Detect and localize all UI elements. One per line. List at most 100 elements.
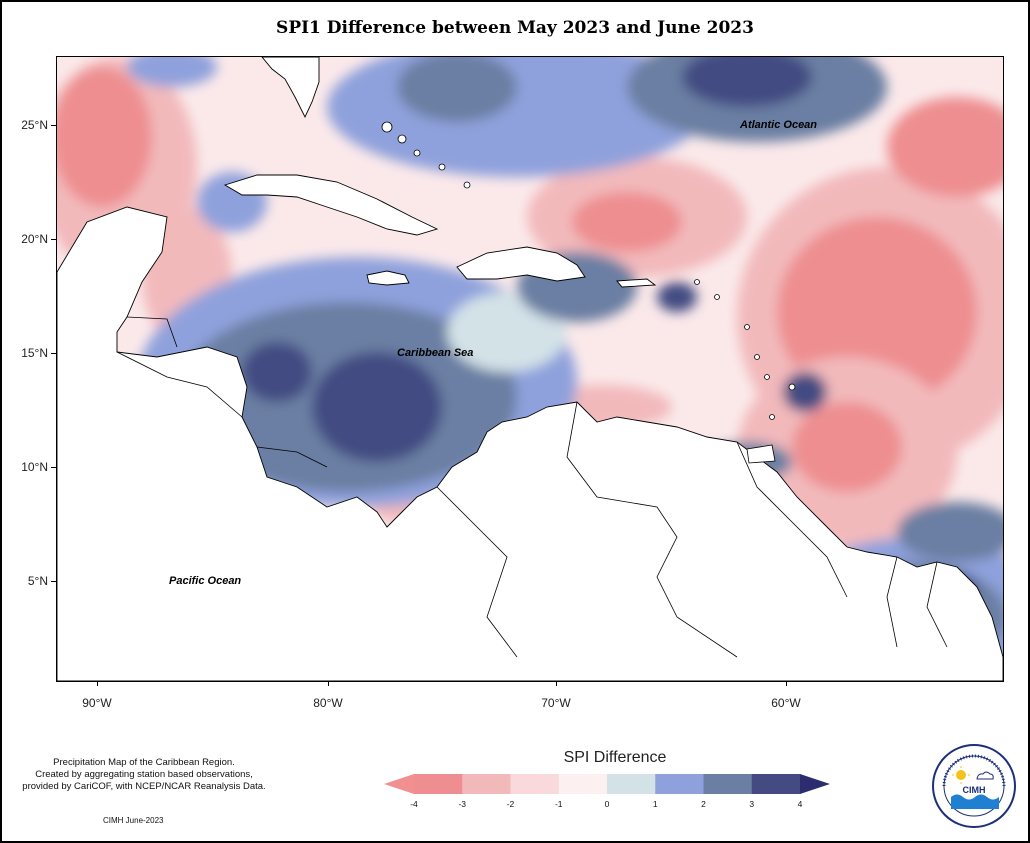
lat-tick [51,125,56,126]
lat-label-5n: 5°N [27,574,48,588]
lon-tick [556,681,557,686]
label-pacific-ocean: Pacific Ocean [169,575,242,587]
legend-tick-label: -3 [458,799,467,809]
field-neg-ne [887,97,1003,197]
lon-label-60w: 60°W [771,696,801,710]
field-pos-florida-e [397,57,517,122]
lat-tick [51,239,56,240]
field-pos-nw [127,57,217,87]
lat-label-20n: 20°N [21,232,48,246]
lon-tick [328,681,329,686]
island-bahamas-2 [397,134,407,144]
border-nicaragua [256,446,328,468]
small-islands [381,121,796,464]
legend-swatch [655,774,704,794]
island-grenada [769,414,775,420]
land-cuba [223,174,439,236]
legend-tick-label: 2 [701,799,706,809]
map-title: SPI1 Difference between May 2023 and Jun… [276,18,754,38]
field-neg-gulf-core [57,67,152,207]
land-jamaica [366,270,410,286]
lat-label-15n: 15°N [21,346,48,360]
legend-swatch [751,774,801,794]
legend-arrow-high [800,774,830,794]
note-line-1: Precipitation Map of the Caribbean Regio… [53,757,235,768]
land-borders [116,316,948,658]
field-neg-guiana-core [792,402,902,492]
label-caribbean-sea: Caribbean Sea [397,347,474,359]
field-pos-caribbean-core2 [242,342,312,402]
island-dominica [744,324,750,330]
legend-tick-label: 4 [797,799,803,809]
field-pos-caribbean-core [312,352,442,462]
note-line-2: Created by aggregating station based obs… [35,769,253,780]
legend-swatch [558,774,608,794]
field-pos-lesser-antilles [657,282,697,312]
border-honduras [116,351,243,418]
lon-label-70w: 70°W [541,696,571,710]
legend-swatch [462,774,511,794]
island-st-lucia [764,374,770,380]
border-belize [126,316,178,348]
land-florida [261,57,320,119]
border-french-guiana [926,561,948,648]
logo-sun-icon [956,770,966,780]
legend-arrow-low [384,774,414,794]
lat-label-10n: 10°N [21,460,48,474]
legend-swatches [384,774,830,794]
map-notes: Precipitation Map of the Caribbean Regio… [8,757,280,793]
legend-swatch [510,774,560,794]
legend-tick-label: -2 [506,799,515,809]
island-turks [463,181,471,189]
border-guyana [736,441,848,598]
spi-difference-field [57,57,1003,681]
cimh-logo: CIMH [932,744,1016,828]
legend-tick-label: 0 [604,799,610,809]
legend-colorbar [384,774,830,794]
island-bahamas-4 [438,163,446,171]
land-puerto-rico [616,278,657,288]
border-venezuela [566,401,738,658]
legend-swatch [607,774,656,794]
legend-tick-label: 1 [652,799,658,809]
map-panel[interactable] [56,56,1004,682]
legend-title: SPI Difference [563,749,667,766]
island-barbados [788,383,796,391]
legend-tick-label: -4 [410,799,418,809]
legend-swatch [414,774,463,794]
label-atlantic-ocean: Atlantic Ocean [740,119,818,131]
lon-label-80w: 80°W [313,696,343,710]
island-guadeloupe [714,294,720,300]
island-trinidad [746,444,776,464]
land-central-south-america [57,206,1003,681]
lon-tick [786,681,787,686]
lat-tick [51,581,56,582]
legend-tick-label: -1 [554,799,563,809]
lat-tick [51,353,56,354]
field-neg-atlantic-w-core [572,192,682,252]
lon-tick [97,681,98,686]
island-antigua [694,279,700,285]
logo-water-icon [951,794,999,809]
note-line-3: provided by CariCOF, with NCEP/NCAR Rean… [22,781,266,792]
legend-tick-label: 3 [749,799,755,809]
border-suriname [886,556,898,648]
lon-label-90w: 90°W [82,696,112,710]
island-bahamas-3 [413,149,421,157]
field-pos-atlantic-se [897,502,1003,562]
legend-swatch [703,774,753,794]
field-pos-barbados [783,372,827,412]
land-polygons [57,57,1003,681]
island-martinique [754,354,760,360]
border-colombia-panama [436,486,518,658]
credit-text: CIMH June-2023 [103,816,164,825]
logo-cloud-icon [976,771,994,780]
field-pos-north-core [682,57,812,107]
logo-ring-lettering [942,754,1006,787]
logo-sun-rays [952,766,970,784]
lat-tick [51,467,56,468]
land-hispaniola [456,246,586,282]
island-bahamas-1 [381,121,393,133]
lat-label-25n: 25°N [21,118,48,132]
